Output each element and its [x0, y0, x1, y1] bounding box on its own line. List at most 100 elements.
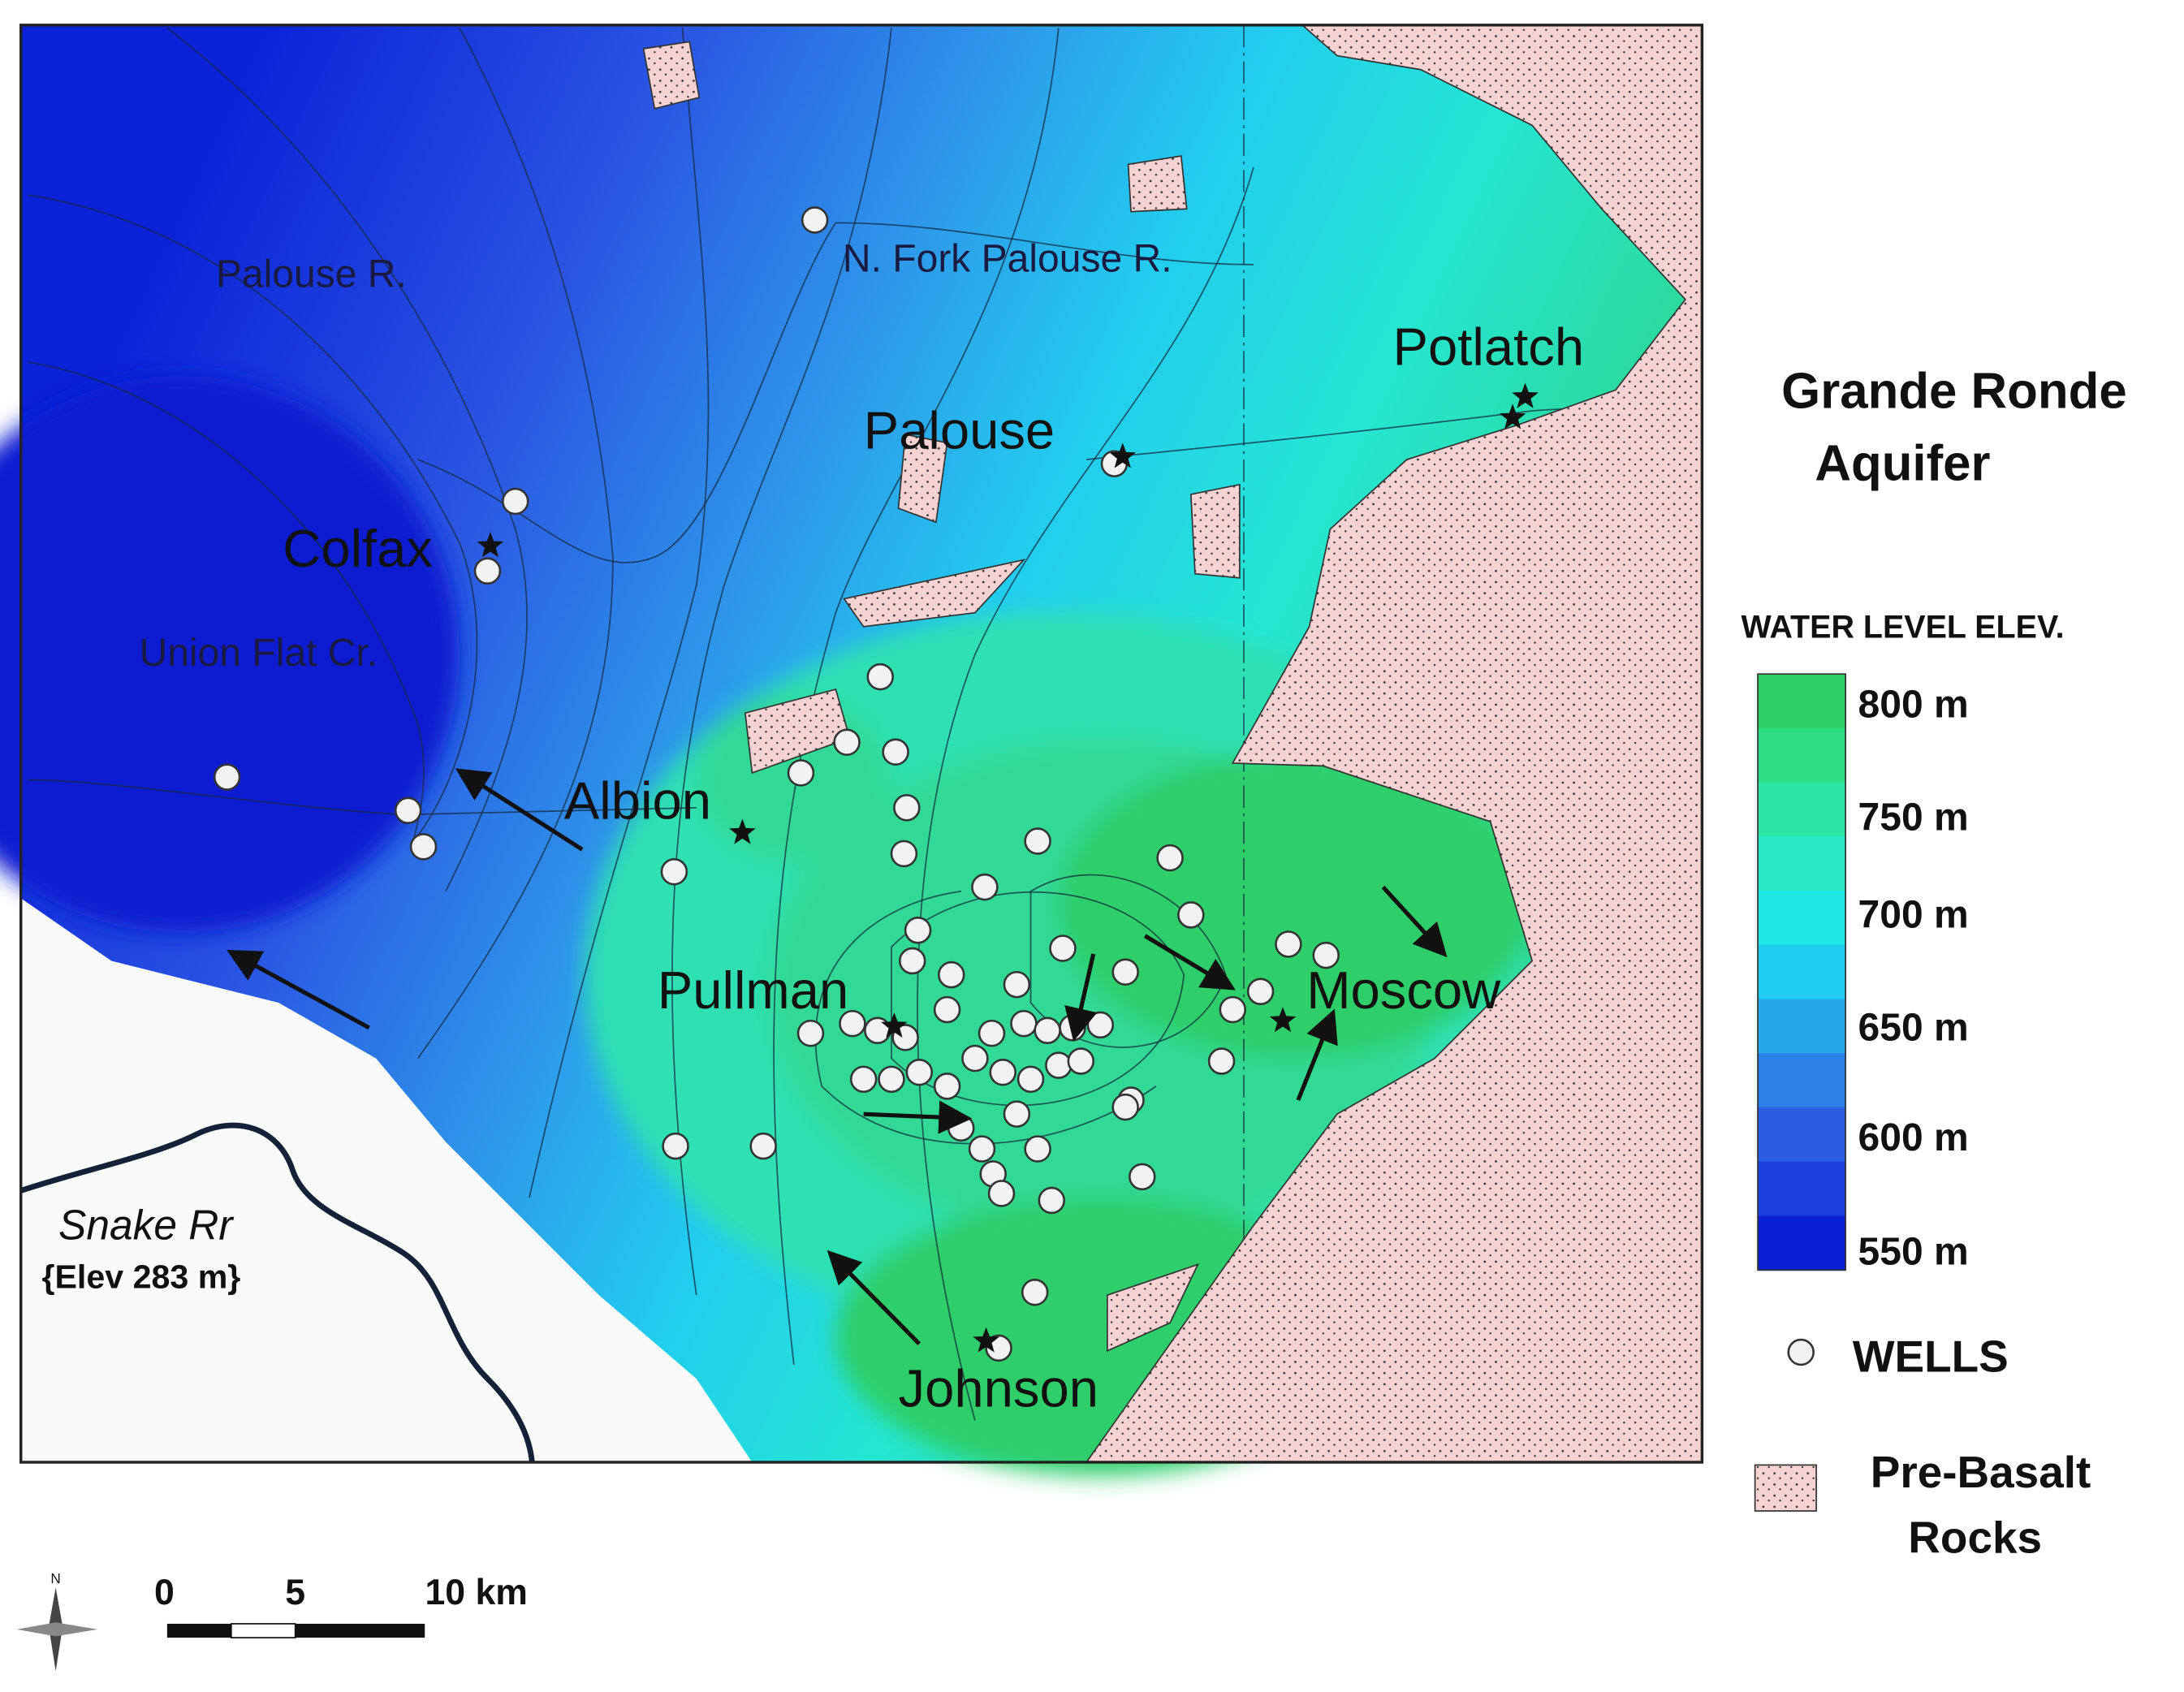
legend-ramp-frame	[1757, 673, 1846, 1271]
well	[866, 663, 894, 691]
well	[1010, 1009, 1038, 1038]
legend-color-band	[1758, 891, 1846, 946]
legend: Grande Ronde Aquifer WATER LEVEL ELEV. 8…	[1741, 364, 2126, 1563]
well	[662, 1132, 689, 1160]
legend-color-band	[1758, 944, 1846, 1000]
well	[864, 1016, 891, 1044]
town-label: Johnson	[899, 1358, 1098, 1418]
well	[1111, 958, 1139, 986]
town-marker	[1269, 1007, 1297, 1033]
well	[1021, 1279, 1049, 1306]
town-label: Palouse	[864, 400, 1055, 460]
town-marker	[1499, 404, 1526, 429]
legend-color-band	[1758, 674, 1846, 729]
legend-level-label: 650 m	[1858, 1006, 1969, 1049]
scale-label: 0	[154, 1573, 175, 1612]
river-label: Palouse R.	[216, 253, 407, 296]
river-label: Union Flat Cr.	[140, 632, 378, 675]
well	[961, 1044, 989, 1073]
legend-color-band	[1758, 1107, 1846, 1163]
towns	[477, 382, 1539, 1353]
well	[1034, 1016, 1061, 1044]
well	[1275, 930, 1302, 958]
well	[898, 947, 926, 975]
legend-well-symbol	[1787, 1338, 1815, 1366]
well	[890, 840, 918, 868]
well	[968, 1135, 996, 1163]
north-label: N	[50, 1570, 60, 1586]
color-ramp: 800 m 750 m 700 m 650 m 600 m 550 m	[1757, 673, 1969, 1273]
legend-level-label: 600 m	[1858, 1116, 1969, 1159]
scale-label: 10 km	[425, 1573, 527, 1612]
well	[502, 487, 529, 516]
well	[1312, 941, 1340, 969]
well	[1156, 844, 1184, 872]
well	[849, 1065, 878, 1094]
well	[1111, 1093, 1139, 1121]
town-marker	[729, 818, 756, 844]
well	[1219, 995, 1246, 1024]
well	[938, 960, 965, 989]
legend-color-band	[1758, 782, 1846, 838]
legend-level-label: 800 m	[1858, 683, 1969, 726]
well	[1003, 1100, 1031, 1128]
well	[839, 1009, 866, 1038]
well	[1086, 1011, 1115, 1039]
town-marker	[973, 1327, 999, 1353]
snake-elevation: {Elev 283 m}	[41, 1258, 240, 1296]
north-arrow: N	[16, 1570, 98, 1672]
well	[987, 1180, 1016, 1207]
well	[904, 917, 932, 944]
town-label: Albion	[564, 771, 711, 831]
scale-bar: 0 5 10 km	[154, 1573, 528, 1638]
well	[787, 759, 815, 787]
well	[878, 1065, 905, 1094]
well	[933, 1073, 961, 1100]
well	[1003, 970, 1031, 999]
well	[1038, 1186, 1065, 1215]
snake-label: Snake Rr	[58, 1202, 234, 1249]
legend-level-label: 750 m	[1858, 796, 1969, 839]
well	[893, 794, 921, 822]
town-marker	[1109, 442, 1137, 468]
legend-color-band	[1758, 1161, 1846, 1217]
town-marker	[881, 1012, 908, 1038]
well	[882, 738, 909, 766]
legend-wells: WELLS	[1853, 1332, 2009, 1382]
legend-level-label: 700 m	[1858, 893, 1969, 936]
river-label: N. Fork Palouse R.	[843, 237, 1172, 280]
pre-basalt-rocks	[1085, 24, 1703, 1463]
well	[978, 1019, 1006, 1047]
town-label: Pullman	[658, 960, 848, 1020]
outside-area	[20, 898, 753, 1462]
well	[213, 763, 241, 791]
well	[660, 858, 688, 886]
well	[394, 796, 422, 824]
well	[1207, 1047, 1236, 1075]
well	[905, 1059, 933, 1086]
well	[801, 206, 829, 234]
well	[971, 873, 999, 901]
well	[473, 557, 502, 585]
legend-color-band	[1758, 1053, 1846, 1108]
map-frame	[19, 24, 1704, 1464]
legend-subtitle: WATER LEVEL ELEV.	[1741, 610, 2064, 645]
legend-title: Grande Ronde	[1781, 364, 2126, 420]
well	[1177, 901, 1205, 929]
legend-color-band	[1758, 999, 1846, 1055]
legend-color-band	[1758, 836, 1846, 891]
town-marker	[1512, 382, 1539, 408]
town-label: Potlatch	[1393, 317, 1585, 376]
well	[796, 1019, 825, 1047]
well	[1049, 934, 1077, 962]
town-label: Moscow	[1306, 960, 1501, 1020]
legend-title: Aquifer	[1815, 436, 1990, 492]
well	[833, 728, 861, 756]
well	[409, 833, 438, 861]
well	[1246, 978, 1275, 1005]
well	[1129, 1163, 1156, 1191]
legend-color-band	[1758, 1215, 1846, 1271]
well	[1024, 1135, 1051, 1163]
